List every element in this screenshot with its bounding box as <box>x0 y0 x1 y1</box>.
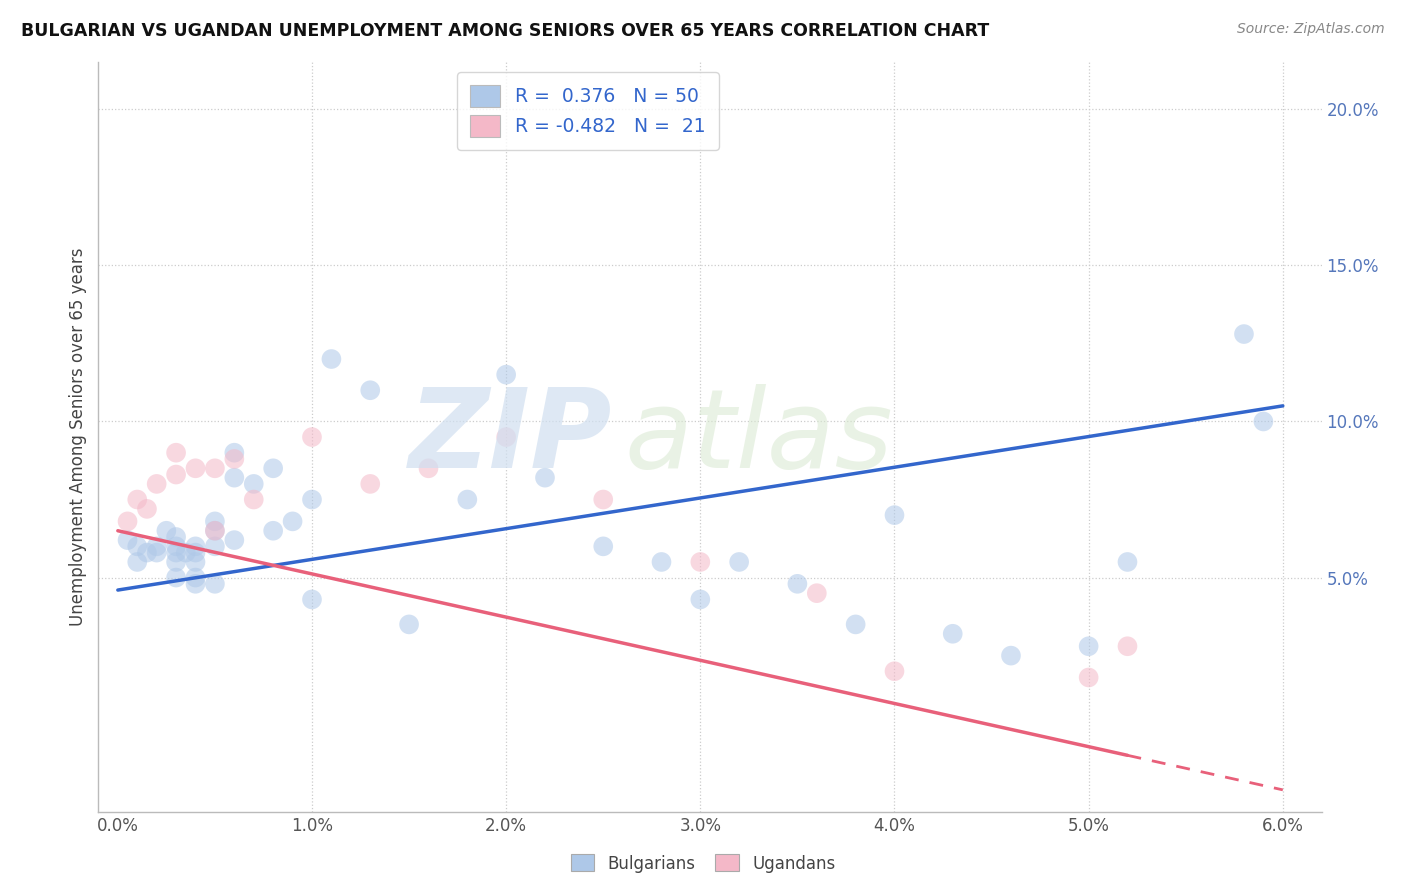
Point <box>301 492 323 507</box>
Point <box>1077 639 1099 653</box>
Point <box>728 555 751 569</box>
Point <box>204 539 226 553</box>
Point <box>136 501 159 516</box>
Point <box>165 530 187 544</box>
Point <box>165 467 187 482</box>
Point <box>262 461 284 475</box>
Point <box>262 524 284 538</box>
Point <box>155 524 177 538</box>
Point <box>786 576 808 591</box>
Y-axis label: Unemployment Among Seniors over 65 years: Unemployment Among Seniors over 65 years <box>69 248 87 626</box>
Point <box>165 571 187 585</box>
Point <box>184 576 207 591</box>
Point <box>883 508 905 523</box>
Point <box>184 545 207 560</box>
Point <box>184 555 207 569</box>
Point <box>165 446 187 460</box>
Point <box>127 492 149 507</box>
Point <box>165 539 187 553</box>
Point <box>301 592 323 607</box>
Point <box>418 461 440 475</box>
Point <box>204 461 226 475</box>
Point <box>1000 648 1022 663</box>
Point <box>127 539 149 553</box>
Point <box>301 430 323 444</box>
Point <box>321 351 343 366</box>
Point <box>145 539 167 553</box>
Point <box>165 545 187 560</box>
Point <box>184 539 207 553</box>
Point <box>942 626 965 640</box>
Point <box>184 461 207 475</box>
Point <box>174 545 197 560</box>
Point <box>495 368 517 382</box>
Point <box>592 492 614 507</box>
Point <box>204 514 226 528</box>
Text: ZIP: ZIP <box>409 384 612 491</box>
Point <box>1253 414 1275 428</box>
Point <box>204 524 226 538</box>
Point <box>136 545 159 560</box>
Point <box>1233 326 1256 341</box>
Point <box>845 617 868 632</box>
Point <box>398 617 420 632</box>
Point <box>1116 639 1139 653</box>
Point <box>145 476 167 491</box>
Point <box>359 476 381 491</box>
Point <box>127 555 149 569</box>
Point <box>242 476 264 491</box>
Point <box>184 571 207 585</box>
Legend: R =  0.376   N = 50, R = -0.482   N =  21: R = 0.376 N = 50, R = -0.482 N = 21 <box>457 72 718 150</box>
Point <box>117 533 139 547</box>
Point <box>806 586 828 600</box>
Point <box>1116 555 1139 569</box>
Point <box>117 514 139 528</box>
Point <box>592 539 614 553</box>
Legend: Bulgarians, Ugandans: Bulgarians, Ugandans <box>564 847 842 880</box>
Point <box>204 576 226 591</box>
Point <box>204 524 226 538</box>
Point <box>456 492 478 507</box>
Text: atlas: atlas <box>624 384 893 491</box>
Point <box>224 446 246 460</box>
Point <box>242 492 264 507</box>
Point <box>650 555 672 569</box>
Point <box>534 470 557 484</box>
Point <box>359 384 381 398</box>
Point <box>689 592 711 607</box>
Point <box>224 451 246 466</box>
Point <box>883 664 905 679</box>
Point <box>495 430 517 444</box>
Point <box>1077 671 1099 685</box>
Point <box>224 533 246 547</box>
Point <box>689 555 711 569</box>
Text: BULGARIAN VS UGANDAN UNEMPLOYMENT AMONG SENIORS OVER 65 YEARS CORRELATION CHART: BULGARIAN VS UGANDAN UNEMPLOYMENT AMONG … <box>21 22 990 40</box>
Text: Source: ZipAtlas.com: Source: ZipAtlas.com <box>1237 22 1385 37</box>
Point <box>145 545 167 560</box>
Point <box>165 555 187 569</box>
Point <box>224 470 246 484</box>
Point <box>281 514 304 528</box>
